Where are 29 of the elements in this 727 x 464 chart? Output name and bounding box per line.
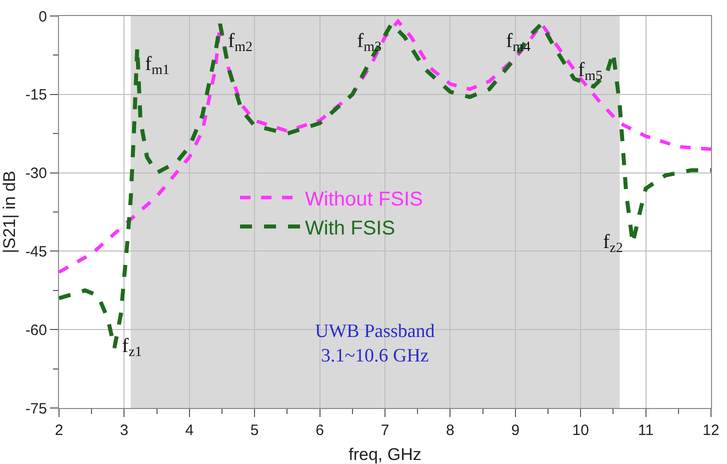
annotation: f$_{m1}$ bbox=[145, 53, 170, 78]
x-tick-label: 9 bbox=[511, 422, 520, 439]
x-tick-label: 4 bbox=[185, 422, 194, 439]
y-axis-title: |S21| in dB bbox=[0, 170, 19, 254]
x-tick-label: 10 bbox=[572, 422, 589, 439]
y-tick-label: -15 bbox=[25, 86, 47, 104]
x-tick-label: 11 bbox=[638, 422, 654, 439]
x-tick-label: 6 bbox=[316, 422, 324, 439]
y-tick-label: 0 bbox=[38, 8, 47, 26]
legend-label: With FSIS bbox=[305, 217, 396, 240]
y-tick-label: -30 bbox=[25, 165, 47, 182]
annotation: f$_{m5}$ bbox=[578, 59, 603, 84]
x-tick-label: 3 bbox=[120, 422, 128, 439]
x-tick-label: 7 bbox=[380, 422, 390, 439]
y-tick-label: -60 bbox=[25, 322, 47, 339]
x-tick-label: 12 bbox=[702, 422, 720, 439]
annotation: f$_{z1}$ bbox=[122, 335, 142, 360]
annotation: f$_{m2}$ bbox=[228, 30, 253, 56]
annotation: f$_{m3}$ bbox=[357, 30, 382, 56]
band-label: UWB Passband 3.1~10.6 GHz bbox=[315, 321, 436, 367]
x-tick-label: 2 bbox=[54, 422, 64, 439]
annotation: f$_{z2}$ bbox=[603, 231, 623, 256]
x-tick-label: 5 bbox=[250, 422, 259, 439]
line-series bbox=[59, 19, 711, 274]
x-axis-title: freq, GHz bbox=[348, 445, 422, 464]
x-tick-label: 8 bbox=[446, 422, 454, 439]
y-tick-label: -45 bbox=[25, 243, 47, 260]
legend-label: Without FSIS bbox=[305, 188, 423, 210]
y-tick-label: -75 bbox=[25, 400, 47, 418]
